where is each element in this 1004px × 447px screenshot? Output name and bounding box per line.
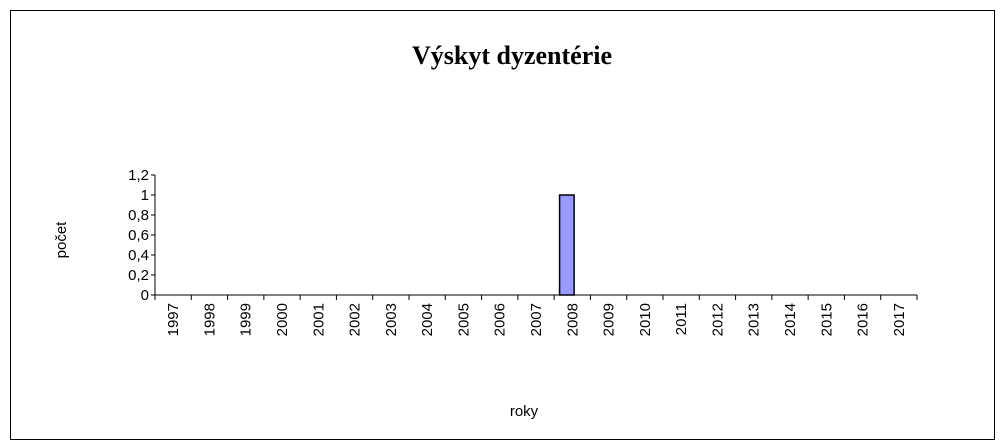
chart-border: [10, 10, 995, 440]
chart-title: Výskyt dyzentérie: [412, 41, 612, 70]
x-tick-label: 2006: [492, 303, 509, 336]
x-tick-label: 2001: [310, 303, 327, 336]
x-tick-label: 2000: [274, 303, 291, 336]
x-tick-label: 2002: [347, 303, 364, 336]
y-tick-label: 0,6: [128, 227, 149, 244]
y-tick-label: 0,8: [128, 207, 149, 224]
y-tick-label: 0,2: [128, 267, 149, 284]
x-tick-label: 2004: [419, 303, 436, 336]
x-axis-label: roky: [510, 403, 539, 420]
x-tick-label: 2016: [855, 303, 872, 336]
x-tick-label: 2005: [455, 303, 472, 336]
x-tick-label: 2014: [782, 303, 799, 336]
y-tick-label: 1,2: [128, 167, 149, 184]
y-tick-label: 0: [141, 287, 149, 304]
x-tick-label: 2003: [383, 303, 400, 336]
x-tick-label: 2010: [637, 303, 654, 336]
x-tick-label: 1998: [201, 303, 218, 336]
y-axis-label: počet: [53, 221, 70, 259]
x-tick-label: 2009: [601, 303, 618, 336]
x-tick-label: 2007: [528, 303, 545, 336]
x-tick-label: 2013: [746, 303, 763, 336]
x-tick-label: 1999: [238, 303, 255, 336]
x-tick-label: 2008: [564, 303, 581, 336]
y-tick-label: 1: [141, 187, 149, 204]
y-tick-label: 0,4: [128, 247, 149, 264]
bar: [558, 194, 575, 296]
x-tick-label: 2017: [891, 303, 908, 336]
x-tick-label: 2015: [818, 303, 835, 336]
x-tick-label: 2012: [709, 303, 726, 336]
x-tick-label: 2011: [673, 303, 690, 335]
x-tick-label: 1997: [165, 303, 182, 336]
